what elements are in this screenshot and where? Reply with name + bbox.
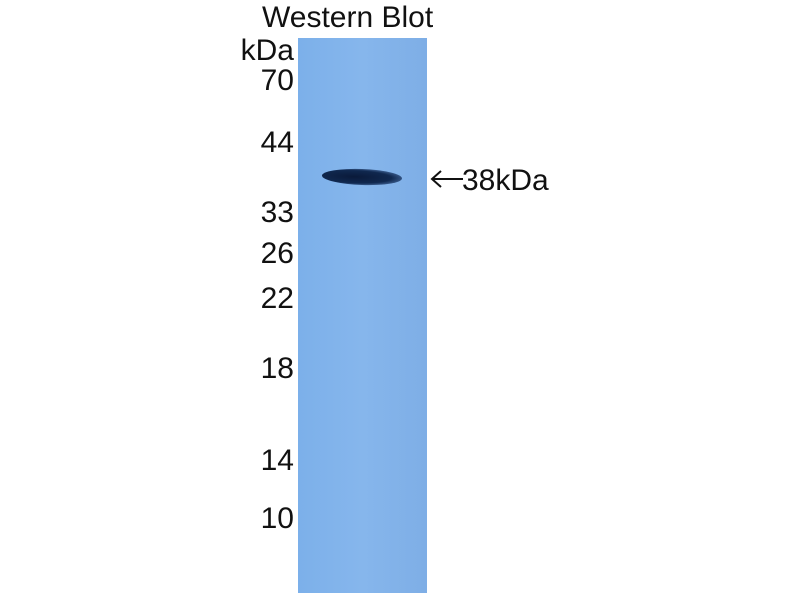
marker-14: 14 bbox=[260, 444, 294, 477]
marker-22: 22 bbox=[260, 282, 294, 315]
marker-70: 70 bbox=[260, 64, 294, 97]
blot-lane bbox=[298, 38, 427, 593]
arrow-left-icon bbox=[430, 170, 463, 188]
marker-26: 26 bbox=[260, 237, 294, 270]
unit-label: kDa bbox=[240, 34, 294, 67]
marker-33: 33 bbox=[260, 196, 294, 229]
marker-10: 10 bbox=[260, 502, 294, 535]
marker-18: 18 bbox=[260, 352, 294, 385]
band-label: 38kDa bbox=[462, 164, 549, 197]
figure-title: Western Blot bbox=[262, 1, 434, 34]
marker-44: 44 bbox=[260, 126, 294, 159]
